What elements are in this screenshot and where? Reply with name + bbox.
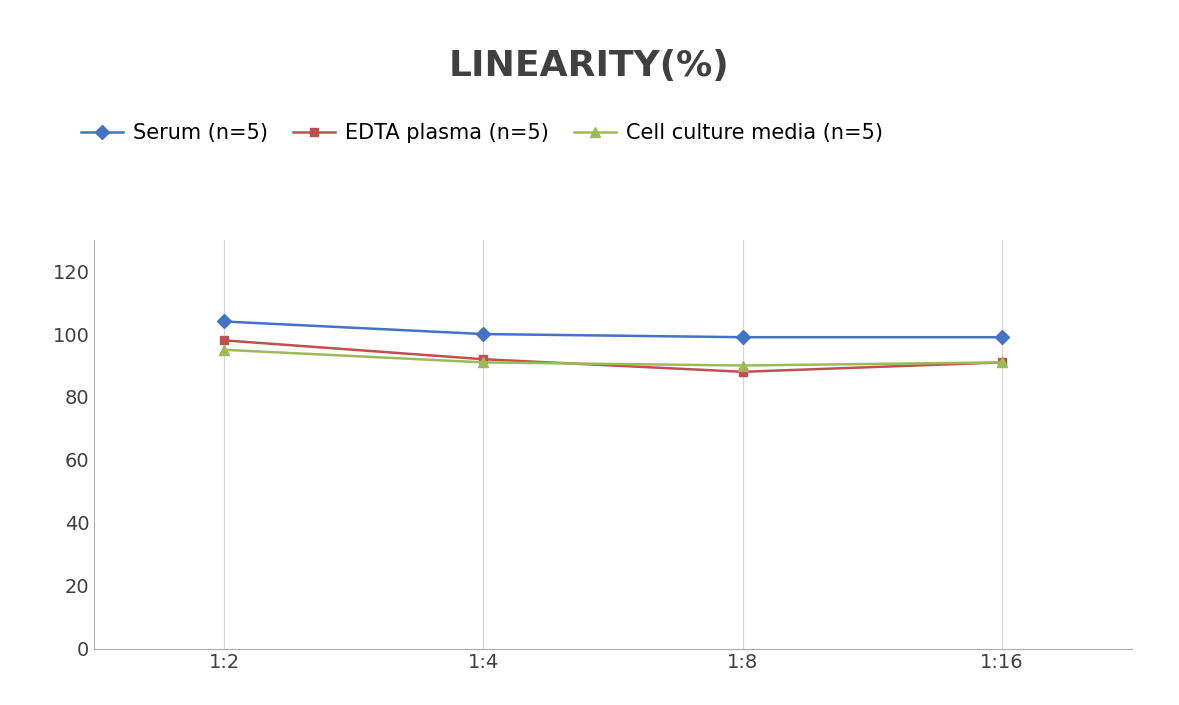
Line: Serum (n=5): Serum (n=5) (219, 317, 1007, 342)
Cell culture media (n=5) (217, 345, 231, 354)
Cell culture media (n=5) (995, 358, 1009, 367)
Line: Cell culture media (n=5): Cell culture media (n=5) (219, 345, 1007, 370)
Serum (n=5) (736, 333, 750, 341)
EDTA plasma (n=5) (217, 336, 231, 345)
EDTA plasma (n=5) (995, 358, 1009, 367)
EDTA plasma (n=5) (476, 355, 490, 364)
Serum (n=5) (995, 333, 1009, 341)
Serum (n=5) (476, 330, 490, 338)
EDTA plasma (n=5) (736, 367, 750, 376)
Cell culture media (n=5) (736, 361, 750, 369)
Cell culture media (n=5) (476, 358, 490, 367)
Legend: Serum (n=5), EDTA plasma (n=5), Cell culture media (n=5): Serum (n=5), EDTA plasma (n=5), Cell cul… (81, 123, 883, 143)
Line: EDTA plasma (n=5): EDTA plasma (n=5) (219, 336, 1007, 376)
Serum (n=5) (217, 317, 231, 326)
Text: LINEARITY(%): LINEARITY(%) (449, 49, 730, 83)
